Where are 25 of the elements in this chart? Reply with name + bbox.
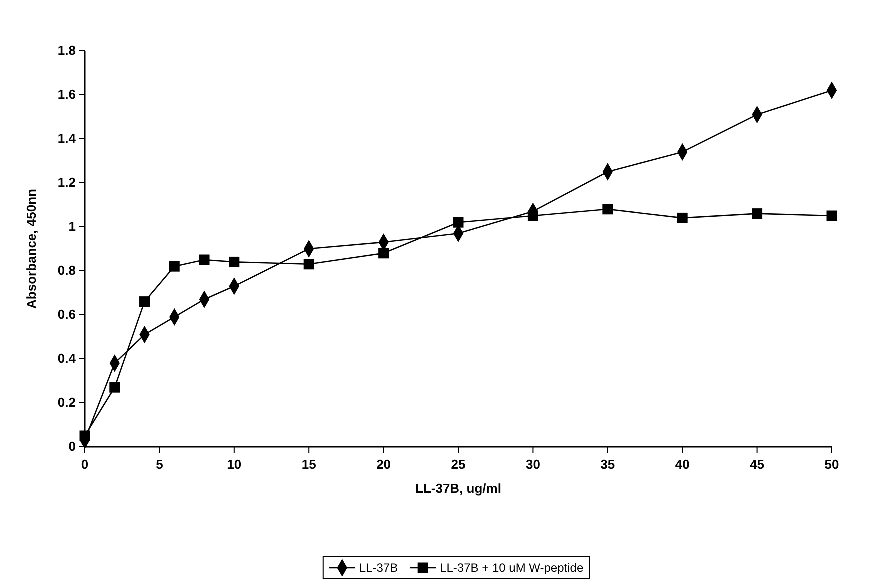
y-tick-label: 0.2: [58, 395, 76, 410]
y-axis-title: Absorbance, 450nn: [24, 188, 39, 309]
x-tick-label: 40: [675, 457, 690, 472]
y-tick-label: 0.6: [58, 307, 76, 322]
x-tick-label: 50: [824, 457, 840, 472]
x-tick-label: 45: [750, 457, 765, 472]
y-tick-label: 1.4: [58, 131, 77, 146]
legend-label: LL-37B: [359, 561, 398, 576]
x-tick-label: 25: [451, 457, 466, 472]
x-tick-label: 10: [227, 457, 242, 472]
y-tick-label: 1.2: [58, 175, 76, 190]
x-tick-label: 15: [302, 457, 316, 472]
y-tick-label: 0.4: [58, 351, 77, 366]
y-tick-label: 0.8: [58, 263, 76, 278]
y-tick-label: 0: [68, 439, 76, 454]
y-tick-label: 1.6: [58, 87, 76, 102]
y-tick-label: 1: [68, 219, 76, 234]
x-tick-label: 30: [526, 457, 540, 472]
y-tick-label: 1.8: [58, 43, 76, 58]
x-tick-label: 5: [156, 457, 164, 472]
legend-label: LL-37B + 10 uM W-peptide: [440, 561, 584, 576]
x-tick-label: 35: [600, 457, 616, 472]
x-tick-label: 0: [81, 457, 89, 472]
x-tick-label: 20: [376, 457, 392, 472]
x-axis-title: LL-37B, ug/ml: [416, 481, 502, 496]
